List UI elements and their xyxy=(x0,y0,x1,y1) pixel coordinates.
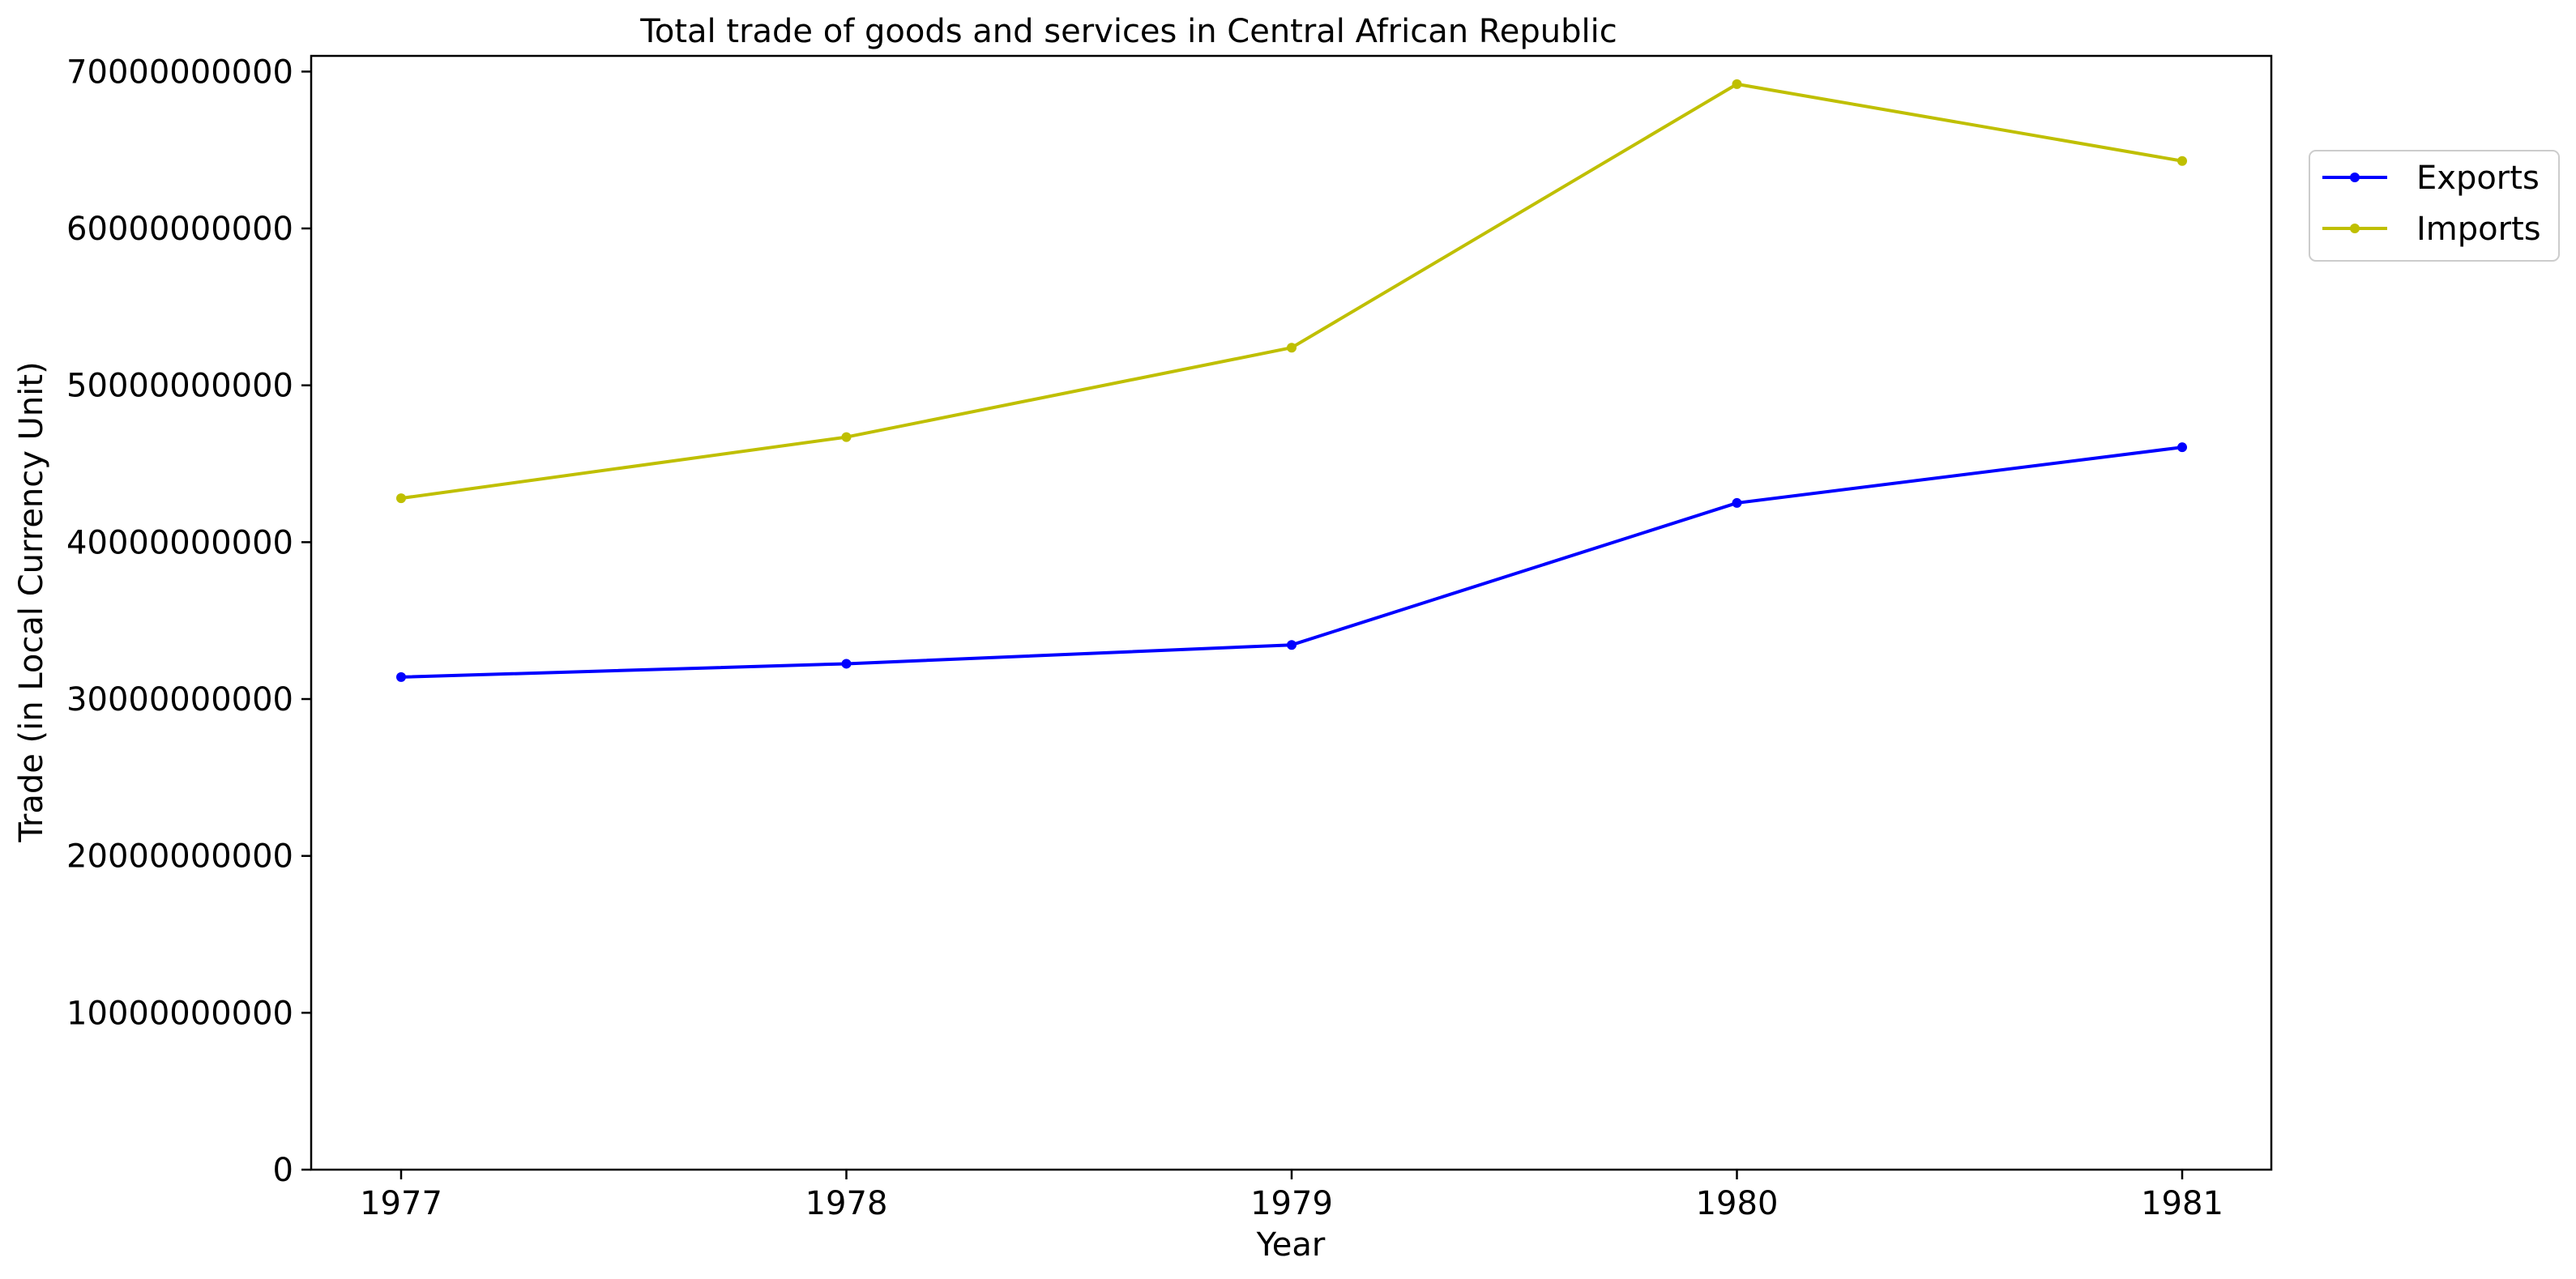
y-tick-label: 20000000000 xyxy=(66,838,293,876)
x-tick-label: 1979 xyxy=(1250,1185,1333,1222)
data-point-exports xyxy=(841,659,852,669)
y-tick-label: 50000000000 xyxy=(66,368,293,405)
y-axis-title: Trade (in Local Currency Unit) xyxy=(13,361,50,842)
y-tick-label: 10000000000 xyxy=(66,995,293,1032)
y-tick-label: 40000000000 xyxy=(66,524,293,561)
x-tick-label: 1980 xyxy=(1696,1185,1779,1222)
x-axis-ticks: 1977 1978 1979 1980 1981 xyxy=(360,1170,2224,1222)
axes-frame xyxy=(310,54,2273,1171)
x-tick-label: 1977 xyxy=(360,1185,442,1222)
y-tick-label: 70000000000 xyxy=(66,53,293,91)
y-tick-label: 60000000000 xyxy=(66,211,293,248)
chart-title: Total trade of goods and services in Cen… xyxy=(639,13,1617,50)
y-tick-label: 30000000000 xyxy=(66,681,293,718)
legend-label-exports: Exports xyxy=(2416,160,2540,197)
y-axis-ticks: 0 10000000000 20000000000 30000000000 400000… xyxy=(66,53,311,1189)
legend-marker-imports xyxy=(2350,224,2360,233)
data-point-imports xyxy=(396,493,406,504)
x-tick-label: 1981 xyxy=(2141,1185,2224,1222)
plot-area: 0 10000000000 20000000000 30000000000 400000… xyxy=(66,53,2273,1222)
data-point-imports xyxy=(841,432,852,442)
legend: Exports Imports xyxy=(2309,150,2560,262)
x-axis-title: Year xyxy=(1256,1226,1326,1264)
data-point-exports xyxy=(2177,442,2187,453)
x-tick-label: 1978 xyxy=(805,1185,888,1222)
legend-entry-exports: Exports xyxy=(2322,160,2540,197)
data-point-exports xyxy=(1732,497,1742,508)
data-point-imports xyxy=(1732,79,1742,89)
series-exports xyxy=(396,442,2187,682)
series-imports xyxy=(396,79,2187,504)
data-point-exports xyxy=(1287,640,1297,650)
data-point-imports xyxy=(1287,343,1297,353)
legend-entry-imports: Imports xyxy=(2322,211,2541,248)
data-point-imports xyxy=(2177,156,2187,166)
y-tick-label: 0 xyxy=(273,1152,293,1189)
legend-label-imports: Imports xyxy=(2416,211,2541,248)
series-layer xyxy=(396,79,2187,682)
legend-marker-exports xyxy=(2350,173,2360,182)
data-point-exports xyxy=(396,671,406,682)
legend-entries: Exports Imports xyxy=(2322,160,2541,248)
